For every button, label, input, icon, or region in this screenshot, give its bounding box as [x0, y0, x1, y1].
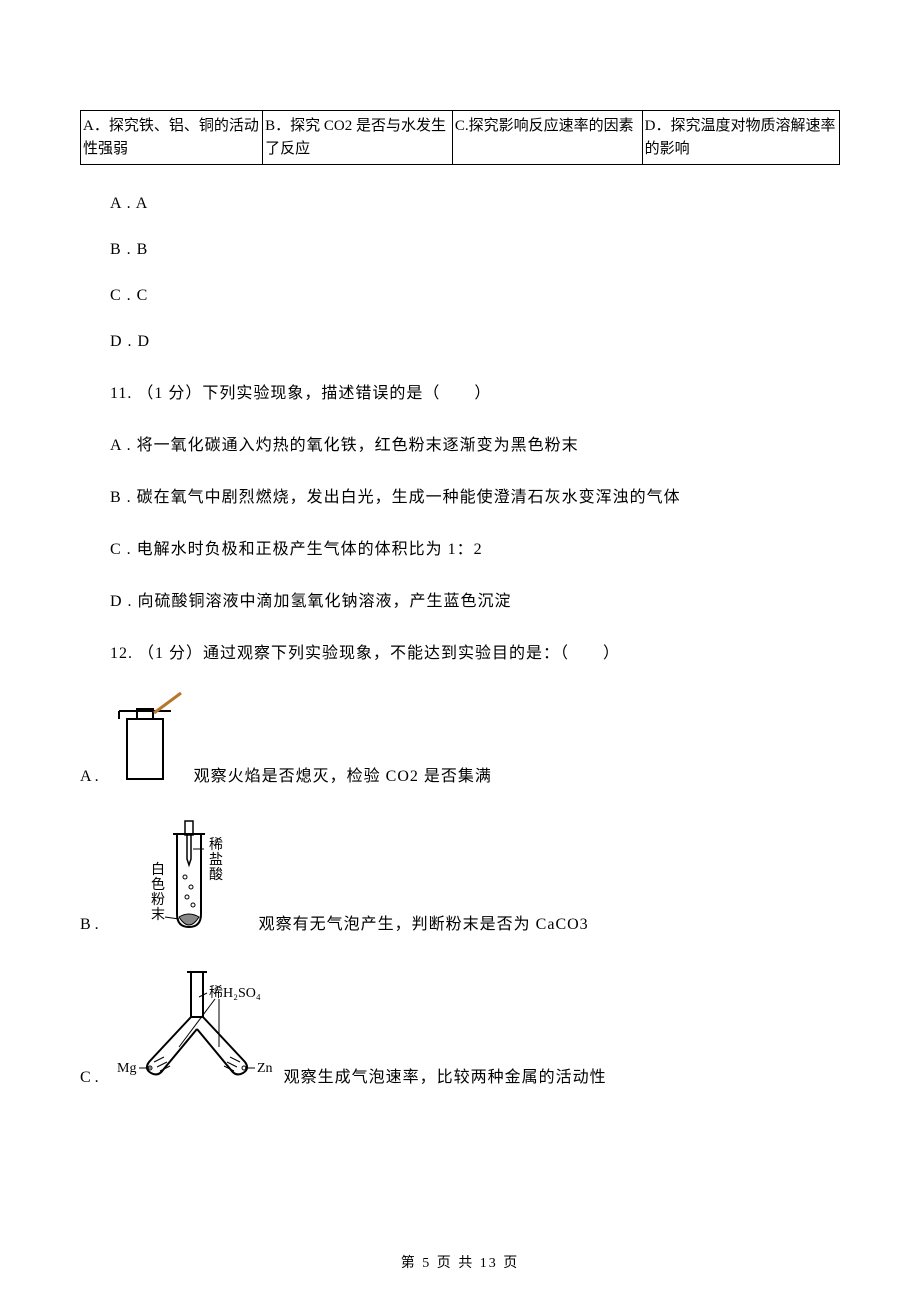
option-c: C . C [80, 287, 840, 305]
q12-c-letter: C . [80, 1069, 99, 1092]
label-h2so4: 稀H₂SO₄ [209, 985, 261, 1001]
q11-option-d: D . 向硫酸铜溶液中滴加氢氧化钠溶液，产生蓝色沉淀 [80, 587, 840, 611]
q12-a-letter: A . [80, 768, 99, 791]
svg-text:末: 末 [151, 907, 165, 923]
table-cell-d: D．探究温度对物质溶解速率的影响 [642, 111, 839, 165]
q12-option-c: C . 稀H₂SO₄ [80, 967, 840, 1092]
q12-b-letter: B . [80, 916, 99, 939]
bottle-stick-diagram [109, 691, 194, 791]
q12-a-text: 观察火焰是否熄灭，检验 CO2 是否集满 [194, 762, 492, 791]
table-cell-b: B．探究 CO2 是否与水发生了反应 [263, 111, 453, 165]
svg-text:粉: 粉 [151, 892, 165, 908]
option-a: A . A [80, 195, 840, 213]
q12-stem: 12. （1 分）通过观察下列实验现象，不能达到实验目的是：（ ） [80, 639, 840, 663]
table-cell-c: C.探究影响反应速率的因素 [452, 111, 642, 165]
svg-text:酸: 酸 [209, 867, 223, 883]
q11-option-c: C . 电解水时负极和正极产生气体的体积比为 1：2 [80, 535, 840, 559]
y-tube-diagram: 稀H₂SO₄ Mg Zn [109, 967, 284, 1092]
q12-b-text: 观察有无气泡产生，判断粉末是否为 CaCO3 [259, 910, 589, 939]
q11-option-a: A . 将一氧化碳通入灼热的氧化铁，红色粉末逐渐变为黑色粉末 [80, 431, 840, 455]
q11-stem: 11. （1 分）下列实验现象，描述错误的是（ ） [80, 379, 840, 403]
label-mg: Mg [117, 1061, 136, 1076]
option-d: D . D [80, 333, 840, 351]
q11-option-b: B . 碳在氧气中剧烈燃烧，发出白光，生成一种能使澄清石灰水变浑浊的气体 [80, 483, 840, 507]
q12-option-a: A . 观察火焰是否熄灭，检验 CO2 是否集满 [80, 691, 840, 791]
table-row: A．探究铁、铝、铜的活动性强弱 B．探究 CO2 是否与水发生了反应 C.探究影… [81, 111, 840, 165]
q12-c-text: 观察生成气泡速率，比较两种金属的活动性 [284, 1063, 607, 1092]
option-b: B . B [80, 241, 840, 259]
options-table: A．探究铁、铝、铜的活动性强弱 B．探究 CO2 是否与水发生了反应 C.探究影… [80, 110, 840, 165]
svg-text:盐: 盐 [209, 852, 223, 868]
q12-option-b: B . 白 色 粉 末 稀 [80, 819, 840, 939]
test-tube-hcl-diagram: 白 色 粉 末 稀 盐 酸 [109, 819, 259, 939]
table-cell-a: A．探究铁、铝、铜的活动性强弱 [81, 111, 263, 165]
label-right: 稀 [209, 837, 223, 853]
label-zn: Zn [257, 1061, 273, 1076]
svg-text:色: 色 [151, 876, 165, 893]
page-footer: 第 5 页 共 13 页 [0, 1252, 920, 1272]
label-left: 白 [151, 862, 165, 878]
